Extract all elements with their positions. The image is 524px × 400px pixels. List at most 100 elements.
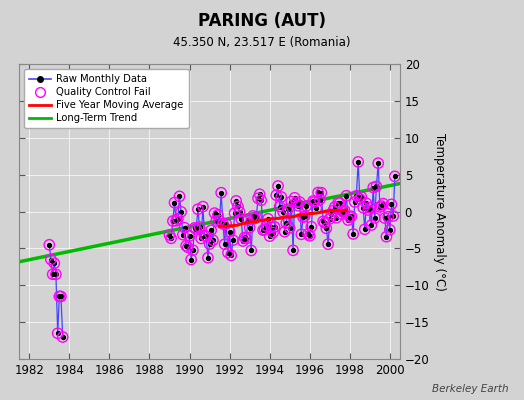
Point xyxy=(364,207,373,213)
Point xyxy=(352,193,361,199)
Point xyxy=(339,209,347,215)
Point xyxy=(252,214,260,220)
Point xyxy=(47,256,55,263)
Point xyxy=(45,242,53,248)
Text: Berkeley Earth: Berkeley Earth xyxy=(432,384,508,394)
Point xyxy=(255,191,264,198)
Point xyxy=(274,183,282,189)
Point xyxy=(179,232,187,238)
Point xyxy=(377,203,386,209)
Point xyxy=(315,196,324,203)
Point xyxy=(232,198,241,204)
Point xyxy=(184,244,192,250)
Point xyxy=(165,232,173,238)
Point xyxy=(335,200,344,206)
Point xyxy=(190,225,199,231)
Point xyxy=(241,234,249,241)
Point xyxy=(289,247,297,254)
Point xyxy=(387,201,396,208)
Point xyxy=(370,215,379,221)
Point xyxy=(357,194,366,200)
Point xyxy=(305,233,314,239)
Point xyxy=(262,222,270,229)
Point xyxy=(249,213,257,219)
Point xyxy=(247,247,255,254)
Point xyxy=(325,216,334,222)
Point xyxy=(225,228,234,235)
Point xyxy=(55,293,63,300)
Point xyxy=(286,225,294,231)
Point xyxy=(309,198,318,204)
Point xyxy=(172,218,180,224)
Point xyxy=(167,235,176,242)
Point xyxy=(391,173,399,180)
Point xyxy=(205,241,214,247)
Point xyxy=(266,233,274,239)
Point xyxy=(329,208,337,214)
Point xyxy=(254,195,262,202)
Point xyxy=(52,271,60,278)
Point xyxy=(176,193,184,200)
Point xyxy=(53,330,62,336)
Point xyxy=(386,227,394,233)
Point xyxy=(297,231,305,238)
Point xyxy=(376,204,384,210)
Point xyxy=(50,260,59,266)
Point xyxy=(242,236,250,242)
Point xyxy=(311,199,319,205)
Point xyxy=(250,215,259,222)
Point xyxy=(367,222,376,228)
Legend: Raw Monthly Data, Quality Control Fail, Five Year Moving Average, Long-Term Tren: Raw Monthly Data, Quality Control Fail, … xyxy=(24,69,189,128)
Point xyxy=(342,192,351,199)
Point xyxy=(267,224,276,230)
Point xyxy=(296,199,304,205)
Point xyxy=(199,204,207,210)
Point xyxy=(207,227,215,234)
Point xyxy=(337,211,345,217)
Point xyxy=(239,238,247,244)
Point xyxy=(277,194,286,200)
Point xyxy=(222,221,231,227)
Point xyxy=(361,226,369,232)
Point xyxy=(237,216,245,222)
Point xyxy=(282,220,290,226)
Point xyxy=(279,209,287,215)
Point xyxy=(219,221,227,227)
Point xyxy=(224,250,232,256)
Point xyxy=(202,233,210,240)
Point xyxy=(312,205,321,212)
Point xyxy=(264,216,272,222)
Point xyxy=(362,200,370,206)
Point xyxy=(217,190,225,196)
Point xyxy=(182,242,190,249)
Point xyxy=(192,226,200,232)
Point xyxy=(384,214,392,220)
Point xyxy=(229,237,237,244)
Point xyxy=(259,227,267,233)
Point xyxy=(319,218,328,224)
Point xyxy=(187,256,195,263)
Point xyxy=(380,215,389,221)
Point xyxy=(317,190,325,196)
Y-axis label: Temperature Anomaly (°C): Temperature Anomaly (°C) xyxy=(433,133,446,290)
Point xyxy=(212,218,221,224)
Point xyxy=(257,197,266,204)
Point xyxy=(304,231,312,237)
Point xyxy=(209,237,217,244)
Point xyxy=(272,192,280,198)
Point xyxy=(194,206,202,212)
Point xyxy=(177,209,185,215)
Point xyxy=(300,213,309,219)
Point xyxy=(231,210,239,216)
Point xyxy=(359,204,367,211)
Point xyxy=(366,204,374,211)
Point xyxy=(245,224,254,231)
Point xyxy=(244,217,252,223)
Point xyxy=(204,254,212,261)
Point xyxy=(59,334,67,340)
Point xyxy=(290,194,299,201)
Point xyxy=(382,234,390,240)
Point xyxy=(260,226,269,233)
Point xyxy=(292,199,300,206)
Point xyxy=(341,208,349,214)
